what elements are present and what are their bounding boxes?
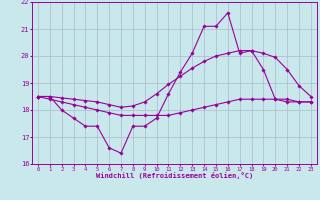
X-axis label: Windchill (Refroidissement éolien,°C): Windchill (Refroidissement éolien,°C): [96, 172, 253, 179]
